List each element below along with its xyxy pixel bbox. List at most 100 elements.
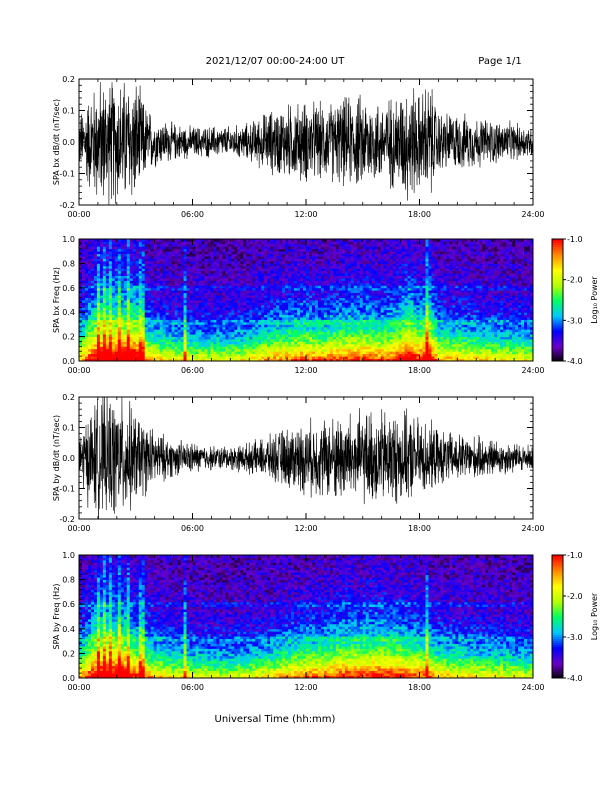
spectrogram-cell — [192, 263, 196, 267]
spectrogram-cell — [297, 239, 301, 242]
spectrogram-cell — [264, 268, 268, 272]
spectrogram-cell — [314, 246, 319, 250]
spectrogram-cell — [303, 353, 307, 357]
spectrogram-cell — [189, 278, 193, 281]
spectrogram-cell — [261, 339, 265, 342]
spectrogram-cell — [261, 356, 265, 359]
spectrogram-cell — [267, 346, 271, 350]
spectrogram-cell — [147, 324, 152, 328]
spectrogram-cell — [240, 265, 244, 269]
spectrogram-cell — [204, 265, 208, 269]
spectrogram-cell — [228, 292, 232, 296]
spectrogram-cell — [338, 273, 343, 276]
spectrogram-cell — [153, 275, 158, 279]
spectrogram-cell — [102, 285, 107, 289]
spectrogram-cell — [323, 302, 328, 306]
spectrogram-cell — [332, 329, 337, 333]
spectrogram-cell — [252, 287, 256, 291]
spectrogram-cell — [189, 280, 193, 284]
spectrogram-cell — [341, 331, 346, 335]
spectrogram-cell — [249, 317, 253, 320]
spectrogram-cell — [303, 268, 307, 272]
spectrogram-cell — [156, 348, 161, 352]
spectrogram-cell — [171, 246, 175, 250]
spectrogram-cell — [135, 331, 140, 335]
spectrogram-cell — [204, 346, 208, 350]
spectrogram-cell — [258, 243, 262, 247]
spectrogram-cell — [294, 278, 298, 281]
spectrogram-cell — [231, 302, 235, 306]
spectrogram-cell — [186, 268, 190, 272]
spectrogram-cell — [308, 341, 313, 345]
spectrogram-cell — [117, 346, 122, 350]
spectrogram-cell — [297, 282, 301, 286]
spectrogram-cell — [123, 282, 128, 286]
spectrogram-cell — [228, 341, 232, 345]
spectrogram-cell — [108, 319, 113, 323]
spectrogram-cell — [108, 282, 113, 286]
spectrogram-cell — [368, 358, 373, 362]
spectrogram-cell — [81, 282, 86, 286]
spectrogram-cell — [168, 297, 172, 301]
spectrogram-cell — [105, 358, 110, 362]
spectrogram-cell — [129, 317, 134, 320]
spectrogram-cell — [356, 300, 361, 303]
spectrogram-cell — [234, 297, 238, 301]
spectrogram-cell — [335, 309, 340, 313]
spectrogram-cell — [329, 258, 334, 262]
spectrogram-cell — [126, 285, 131, 289]
spectrogram-cell — [273, 302, 277, 306]
spectrogram-cell — [267, 353, 271, 357]
spectrogram-cell — [347, 343, 352, 347]
spectrogram-cell — [147, 358, 152, 362]
spectrogram-cell — [192, 290, 196, 294]
spectrogram-cell — [365, 334, 370, 337]
spectrogram-cell — [326, 243, 331, 247]
spectrogram-cell — [207, 253, 211, 257]
spectrogram-cell — [189, 353, 193, 357]
spectrogram-cell — [338, 290, 343, 294]
spectrogram-cell — [294, 336, 298, 340]
spectrogram-cell — [165, 329, 170, 333]
spectrogram-cell — [323, 295, 328, 298]
spectrogram-cell — [165, 351, 170, 355]
spectrogram-cell — [79, 248, 83, 252]
spectrogram-cell — [353, 282, 358, 286]
spectrogram-cell — [285, 319, 289, 323]
spectrogram-cell — [79, 241, 83, 245]
spectrogram-cell — [180, 319, 184, 323]
spectrogram-cell — [186, 339, 190, 342]
spectrogram-cell — [162, 351, 167, 355]
spectrogram-cell — [177, 321, 181, 325]
spectrogram-cell — [273, 307, 277, 311]
spectrogram-cell — [273, 314, 277, 318]
spectrogram-cell — [144, 307, 149, 311]
spectrogram-cell — [270, 351, 274, 355]
spectrogram-cell — [294, 319, 298, 323]
spectrogram-cell — [303, 326, 307, 330]
spectrogram-cell — [326, 285, 331, 289]
spectrogram-cell — [174, 251, 178, 255]
spectrogram-cell — [79, 356, 83, 359]
spectrogram-cell — [317, 295, 322, 298]
spectrogram-cell — [99, 253, 104, 257]
spectrogram-cell — [174, 263, 178, 267]
spectrogram-cell — [120, 268, 125, 272]
spectrogram-cell — [135, 339, 140, 342]
spectrogram-cell — [243, 341, 247, 345]
spectrogram-cell — [273, 334, 277, 337]
spectrogram-cell — [255, 346, 259, 350]
spectrogram-cell — [225, 351, 229, 355]
spectrogram-cell — [356, 278, 361, 281]
spectrogram-cell — [189, 329, 193, 333]
spectrogram-cell — [102, 324, 107, 328]
spectrogram-cell — [344, 239, 349, 242]
spectrogram-cell — [240, 241, 244, 245]
spectrogram-cell — [341, 258, 346, 262]
spectrogram-cell — [234, 239, 238, 242]
spectrogram-cell — [111, 239, 116, 242]
spectrogram-cell — [213, 280, 217, 284]
spectrogram-cell — [264, 331, 268, 335]
spectrogram-cell — [180, 270, 184, 274]
spectrogram-cell — [335, 319, 340, 323]
